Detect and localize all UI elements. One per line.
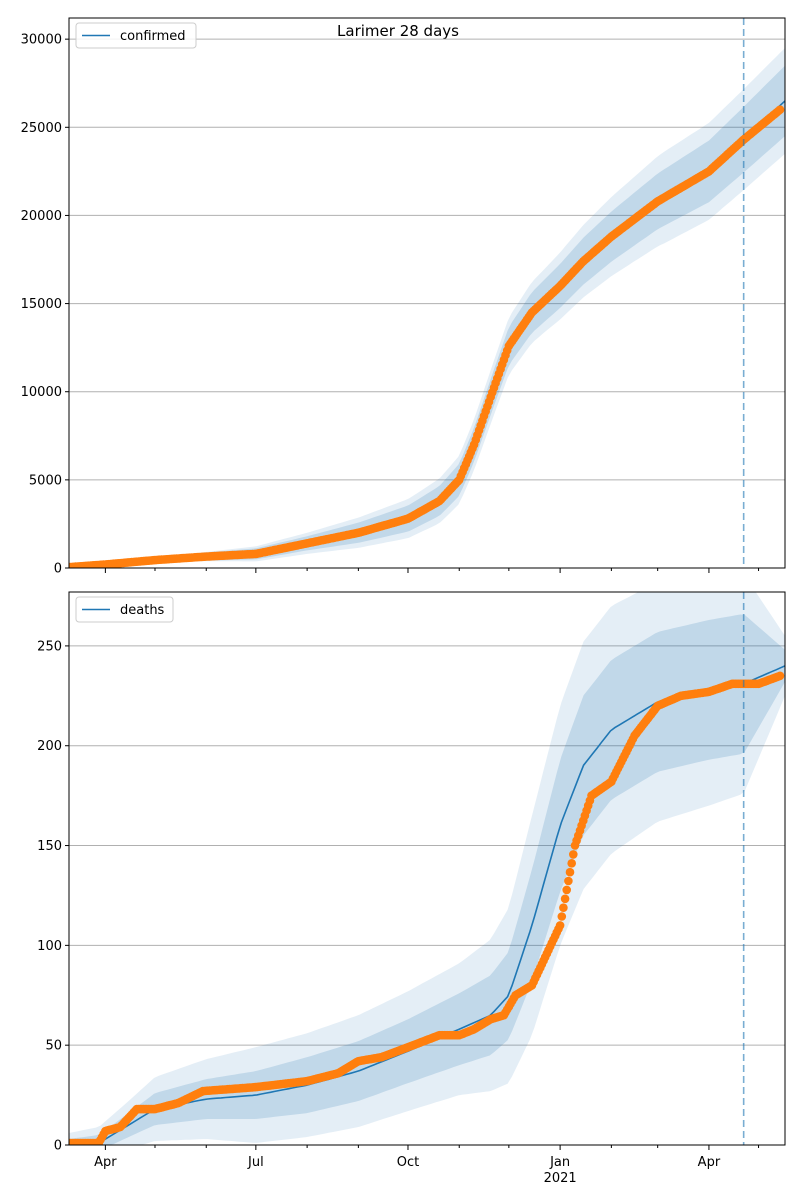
observed-point xyxy=(567,859,576,868)
plot-area xyxy=(69,48,785,568)
axes-frame xyxy=(68,17,786,569)
y-tick-label: 100 xyxy=(37,939,62,954)
observed-point xyxy=(557,912,567,921)
y-tick-label: 0 xyxy=(54,562,62,577)
legend-label: deaths xyxy=(120,603,165,618)
x-tick-label: Apr xyxy=(94,1155,117,1170)
uncertainty-band-2 xyxy=(69,48,785,568)
x-tick-label: Jul xyxy=(247,1155,264,1170)
observed-point xyxy=(564,876,573,886)
uncertainty-band-1 xyxy=(69,614,785,1145)
y-tick-label: 15000 xyxy=(21,297,62,312)
y-tick-label: 150 xyxy=(37,839,62,854)
chart-title: Larimer 28 days xyxy=(337,22,459,40)
observed-point xyxy=(560,894,570,904)
plot-area xyxy=(69,592,785,1145)
legend-box xyxy=(75,596,174,623)
legend: confirmed xyxy=(75,22,197,49)
x-tick-sublabel: 2021 xyxy=(544,1171,577,1186)
observed-point xyxy=(562,885,571,895)
axes-frame xyxy=(68,591,786,1146)
legend-box xyxy=(75,22,197,49)
y-tick-label: 200 xyxy=(37,739,62,754)
y-tick-label: 20000 xyxy=(21,209,62,224)
y-tick-label: 50 xyxy=(45,1039,62,1054)
observed-point xyxy=(565,867,575,877)
y-tick-label: 30000 xyxy=(21,33,62,48)
observed-point xyxy=(569,850,578,859)
observed-point xyxy=(775,105,785,114)
x-tick-label: Jan xyxy=(549,1155,570,1170)
y-tick-label: 0 xyxy=(54,1139,62,1154)
observed-point xyxy=(559,903,568,912)
y-tick-label: 25000 xyxy=(21,121,62,136)
uncertainty-band-2 xyxy=(69,592,785,1145)
y-tick-label: 250 xyxy=(37,639,62,654)
x-tick-label: Oct xyxy=(397,1155,419,1170)
panel-confirmed: 0 5000 10000 15000 20000 25000 30000 confirmed xyxy=(21,17,786,577)
observed-point xyxy=(775,671,785,681)
y-tick-label: 5000 xyxy=(29,473,62,488)
legend-label: confirmed xyxy=(120,29,186,44)
observed-point xyxy=(555,921,565,930)
x-tick-label: Apr xyxy=(698,1155,721,1170)
legend: deaths xyxy=(75,596,174,623)
y-tick-label: 10000 xyxy=(21,385,62,400)
